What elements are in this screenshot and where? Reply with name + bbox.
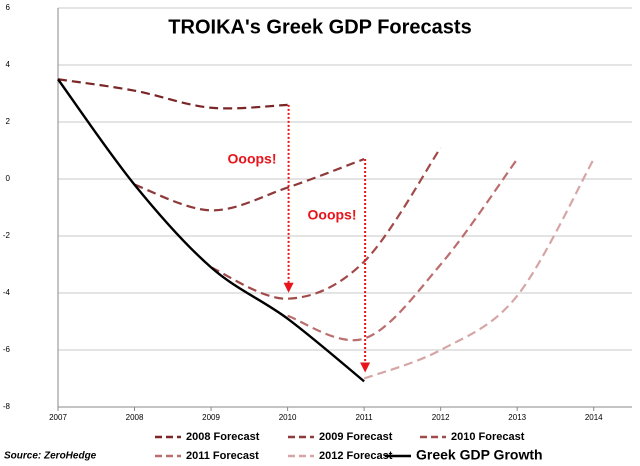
series-line [57, 78, 365, 383]
x-tick-label: 2014 [585, 413, 603, 422]
x-tick-label: 2010 [279, 413, 297, 422]
arrow-head [360, 362, 371, 373]
arrow-head [283, 282, 294, 293]
legend-label: 2012 Forecast [319, 450, 393, 462]
series-line [134, 158, 365, 212]
legend-label: Greek GDP Growth [416, 447, 543, 463]
chart-title: TROIKA's Greek GDP Forecasts [168, 16, 471, 38]
annotation: Ooops! [228, 151, 277, 167]
x-tick-label: 2009 [202, 413, 220, 422]
y-tick-label: -6 [3, 345, 11, 354]
y-tick-label: -8 [3, 402, 11, 411]
legend-label: 2008 Forecast [186, 431, 260, 443]
series-line [287, 158, 519, 342]
series-line [363, 158, 595, 380]
y-tick-label: 6 [6, 3, 11, 12]
legend-label: 2009 Forecast [319, 431, 393, 443]
y-tick-label: -2 [3, 231, 11, 240]
x-tick-label: 2007 [49, 413, 67, 422]
y-tick-label: 2 [6, 117, 11, 126]
series-line [210, 147, 442, 300]
x-tick-label: 2013 [508, 413, 526, 422]
source: Source: ZeroHedge [4, 451, 97, 462]
y-tick-label: 4 [6, 60, 11, 69]
x-tick-label: 2008 [126, 413, 144, 422]
legend-label: 2011 Forecast [186, 450, 259, 462]
y-tick-label: -4 [3, 288, 11, 297]
legend-label: 2010 Forecast [451, 431, 525, 443]
series-line [57, 78, 288, 110]
y-tick-label: 0 [6, 174, 11, 183]
x-tick-label: 2011 [356, 413, 374, 422]
annotation: Ooops! [308, 207, 357, 223]
x-tick-label: 2012 [432, 413, 450, 422]
